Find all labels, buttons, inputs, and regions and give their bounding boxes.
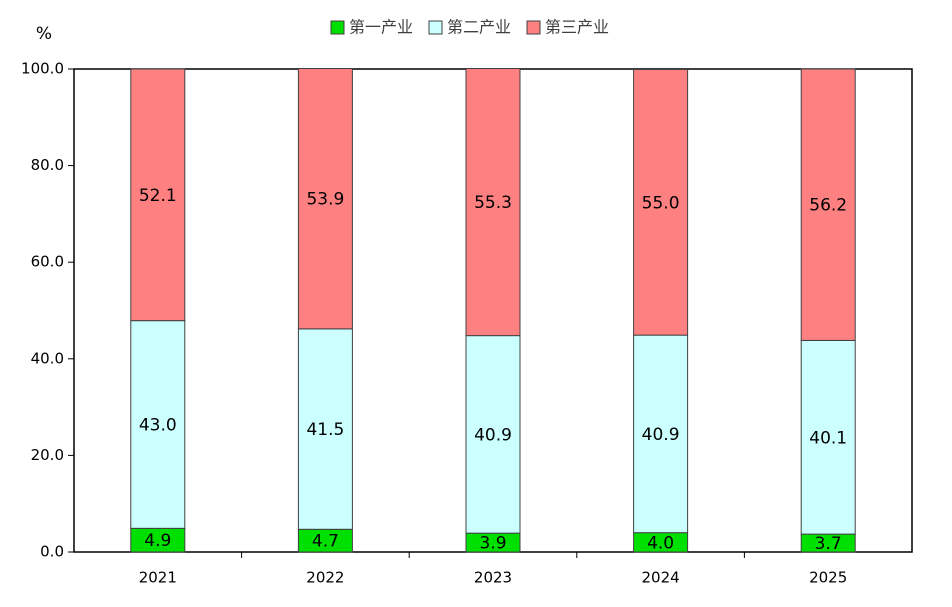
bar-segment — [297, 328, 353, 530]
bar-segment — [800, 68, 856, 341]
value-label: 55.3 — [474, 193, 512, 213]
legend-label: 第一产业 — [349, 18, 413, 37]
value-label: 53.9 — [306, 190, 344, 210]
legend-swatch — [526, 20, 541, 35]
value-label: 40.1 — [809, 428, 847, 448]
x-tick-label: 2024 — [642, 569, 680, 587]
bar-segment — [633, 68, 689, 336]
value-label: 43.0 — [139, 415, 177, 435]
bar-segment — [465, 68, 521, 337]
y-axis-label: % — [36, 24, 52, 44]
x-tick-label: 2025 — [809, 569, 847, 587]
x-tick-label: 2023 — [474, 569, 512, 587]
y-tick-label: 80.0 — [31, 156, 64, 174]
value-label: 4.7 — [312, 532, 339, 552]
y-tick-label: 100.0 — [21, 60, 64, 78]
legend-label: 第二产业 — [447, 18, 511, 37]
value-label: 40.9 — [642, 425, 680, 445]
y-tick-label: 0.0 — [40, 543, 64, 561]
value-label: 3.9 — [479, 534, 506, 554]
legend-swatch — [428, 20, 443, 35]
value-label: 3.7 — [815, 534, 842, 554]
value-label: 41.5 — [306, 420, 344, 440]
bar-segment — [297, 68, 353, 330]
bar-segment — [800, 339, 856, 535]
bar-segment — [130, 68, 186, 322]
value-label: 40.9 — [474, 425, 512, 445]
x-tick-label: 2022 — [306, 569, 344, 587]
x-tick-label: 2021 — [139, 569, 177, 587]
bar-segment — [633, 334, 689, 534]
bar-segment — [465, 335, 521, 534]
legend-label: 第三产业 — [545, 18, 609, 37]
legend-swatch — [330, 20, 345, 35]
bar-segment — [130, 320, 186, 529]
value-label: 55.0 — [642, 193, 680, 213]
value-label: 4.0 — [647, 533, 674, 553]
value-label: 56.2 — [809, 196, 847, 216]
y-tick-label: 20.0 — [31, 446, 64, 464]
y-tick-label: 40.0 — [31, 349, 64, 367]
value-label: 52.1 — [139, 186, 177, 206]
value-label: 4.9 — [144, 531, 171, 551]
y-tick-label: 60.0 — [31, 253, 64, 271]
